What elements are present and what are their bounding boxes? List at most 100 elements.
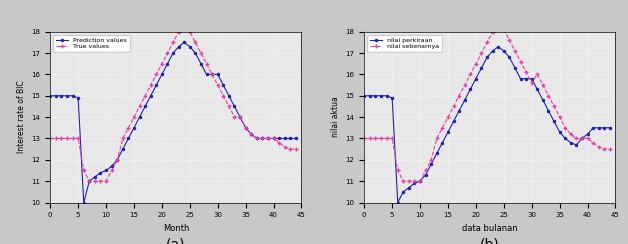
nilai sebenarnya (595, 145, 602, 148)
nilai perkiraan (411, 182, 418, 185)
nilai perkiraan (467, 88, 474, 91)
True values (124, 126, 132, 129)
nilai perkiraan (428, 163, 435, 165)
nilai perkiraan (517, 77, 524, 80)
Line: nilai perkiraan: nilai perkiraan (362, 45, 612, 205)
nilai perkiraan (556, 131, 563, 133)
True values (225, 105, 232, 108)
nilai sebenarnya (584, 137, 592, 140)
Prediction values (236, 116, 244, 119)
Prediction values (264, 137, 272, 140)
nilai perkiraan (595, 126, 602, 129)
Title: (a): (a) (166, 238, 186, 244)
Prediction values (186, 45, 193, 48)
True values (91, 180, 99, 183)
nilai sebenarnya (366, 137, 374, 140)
nilai perkiraan (573, 143, 580, 146)
True values (275, 141, 283, 144)
nilai sebenarnya (484, 41, 491, 44)
nilai sebenarnya (539, 84, 546, 87)
nilai sebenarnya (461, 84, 468, 87)
nilai perkiraan (484, 56, 491, 59)
True values (58, 137, 65, 140)
Prediction values (292, 137, 300, 140)
nilai sebenarnya (556, 116, 563, 119)
Y-axis label: nilai aktua: nilai aktua (331, 97, 340, 138)
Line: nilai sebenarnya: nilai sebenarnya (362, 23, 612, 183)
Prediction values (242, 126, 249, 129)
Prediction values (225, 94, 232, 97)
Prediction values (46, 94, 54, 97)
True values (158, 62, 166, 65)
True values (46, 137, 54, 140)
nilai sebenarnya (606, 148, 614, 151)
True values (119, 137, 127, 140)
Legend: Prediction values, True values: Prediction values, True values (53, 35, 129, 52)
True values (242, 126, 249, 129)
nilai perkiraan (600, 126, 608, 129)
Prediction values (197, 62, 205, 65)
True values (130, 116, 138, 119)
nilai sebenarnya (573, 137, 580, 140)
nilai sebenarnya (428, 158, 435, 161)
Prediction values (220, 84, 227, 87)
Prediction values (281, 137, 288, 140)
Prediction values (80, 201, 87, 204)
Prediction values (259, 137, 266, 140)
nilai sebenarnya (377, 137, 385, 140)
Prediction values (192, 51, 199, 54)
nilai sebenarnya (472, 62, 480, 65)
Line: True values: True values (48, 25, 298, 183)
Legend: nilai perkiraan, nilai sebenarnya: nilai perkiraan, nilai sebenarnya (367, 35, 442, 52)
Prediction values (97, 171, 104, 174)
True values (220, 94, 227, 97)
nilai perkiraan (584, 133, 592, 136)
nilai sebenarnya (528, 81, 536, 84)
Prediction values (147, 94, 154, 97)
nilai sebenarnya (438, 126, 446, 129)
Prediction values (130, 126, 138, 129)
True values (247, 133, 255, 136)
nilai perkiraan (388, 96, 396, 99)
True values (85, 180, 93, 183)
True values (230, 116, 238, 119)
nilai sebenarnya (433, 137, 441, 140)
True values (175, 30, 182, 33)
nilai perkiraan (366, 94, 374, 97)
Prediction values (69, 94, 77, 97)
nilai perkiraan (550, 120, 558, 123)
nilai sebenarnya (478, 51, 485, 54)
nilai perkiraan (444, 131, 452, 133)
nilai sebenarnya (522, 71, 530, 74)
True values (186, 30, 193, 33)
nilai sebenarnya (416, 180, 424, 183)
nilai perkiraan (405, 186, 413, 189)
True values (214, 84, 222, 87)
True values (208, 73, 216, 76)
Prediction values (180, 41, 188, 44)
True values (114, 158, 121, 161)
Prediction values (270, 137, 278, 140)
nilai sebenarnya (561, 126, 569, 129)
True values (102, 180, 110, 183)
nilai perkiraan (422, 173, 430, 176)
nilai perkiraan (506, 56, 513, 59)
nilai perkiraan (561, 137, 569, 140)
nilai sebenarnya (489, 30, 496, 33)
Prediction values (141, 105, 149, 108)
nilai sebenarnya (511, 50, 519, 52)
nilai sebenarnya (422, 169, 430, 172)
nilai sebenarnya (444, 116, 452, 119)
True values (292, 148, 300, 151)
Prediction values (214, 73, 222, 76)
nilai sebenarnya (578, 137, 586, 140)
nilai perkiraan (528, 77, 536, 80)
nilai perkiraan (606, 126, 614, 129)
True values (108, 169, 116, 172)
nilai sebenarnya (411, 180, 418, 183)
True values (286, 148, 294, 151)
True values (203, 62, 210, 65)
nilai perkiraan (489, 50, 496, 52)
X-axis label: Month: Month (163, 224, 189, 233)
Y-axis label: Interest rate of BIC: Interest rate of BIC (17, 81, 26, 153)
